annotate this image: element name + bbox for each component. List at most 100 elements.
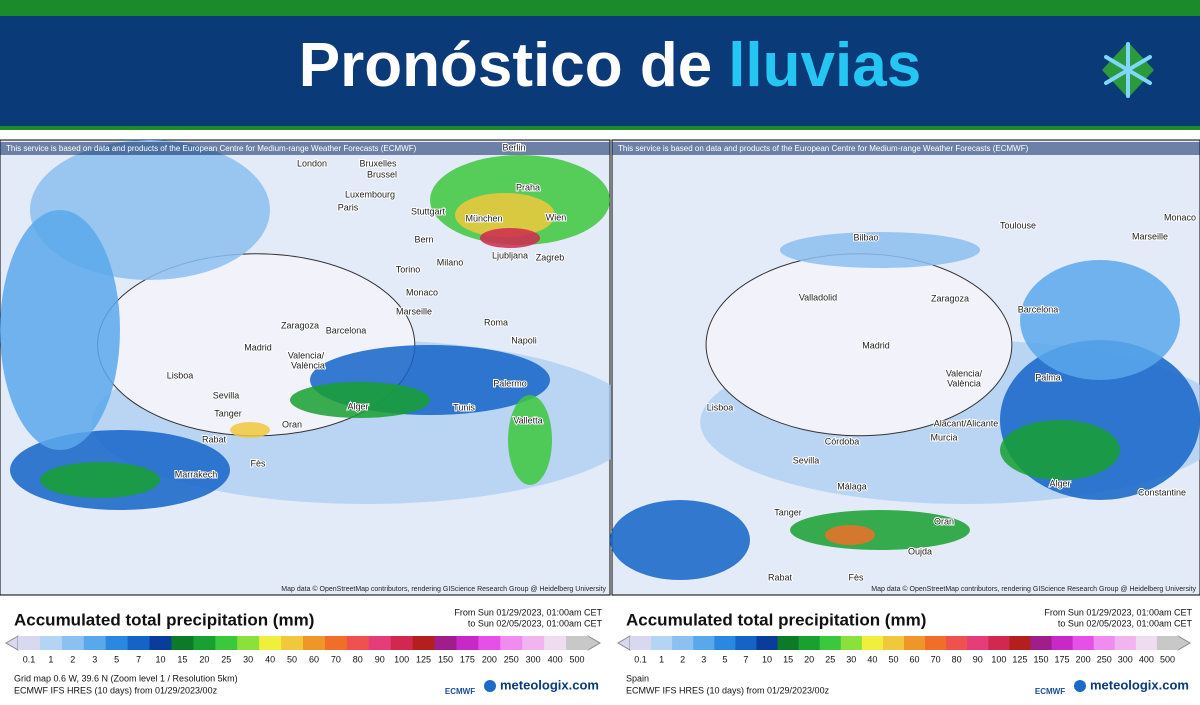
legend-label: 70: [931, 654, 941, 664]
footer-line: Grid map 0.6 W, 39.6 N (Zoom level 1 / R…: [14, 673, 238, 683]
legend-label: 200: [1076, 654, 1091, 664]
legend-label: 70: [331, 654, 341, 664]
map-panel: This service is based on data and produc…: [0, 139, 641, 696]
city-label: Barcelona: [1018, 304, 1059, 314]
precip-area: [780, 232, 980, 268]
legend-swatch: [1072, 636, 1095, 650]
legend-label: 1: [48, 654, 53, 664]
city-label: Lisboa: [707, 402, 734, 412]
legend-swatch: [522, 636, 545, 650]
precip-area: [455, 193, 555, 237]
logo-icon: [1102, 42, 1154, 98]
legend-swatch: [193, 636, 216, 650]
legend-swatch: [434, 636, 457, 650]
legend-label: 400: [1139, 654, 1154, 664]
legend-swatch: [259, 636, 282, 650]
legend-swatch: [215, 636, 238, 650]
legend-label: 100: [991, 654, 1006, 664]
legend-label: 30: [243, 654, 253, 664]
legend-swatch: [925, 636, 947, 650]
city-label: Toulouse: [1000, 220, 1036, 230]
legend-label: 10: [762, 654, 772, 664]
city-label: Málaga: [837, 481, 867, 491]
city-label: London: [297, 158, 327, 168]
legend-swatch: [1135, 636, 1158, 650]
city-label: Madrid: [862, 340, 890, 350]
legend-swatch: [967, 636, 989, 650]
legend-swatch: [861, 636, 884, 650]
legend-label: 250: [504, 654, 519, 664]
legend-label: 125: [1012, 654, 1027, 664]
city-label: Zagreb: [536, 252, 565, 262]
city-label: Oujda: [908, 546, 932, 556]
city-label: Valencia/: [288, 350, 325, 360]
legend-swatch: [346, 636, 370, 650]
city-label: Ljubljana: [492, 250, 528, 260]
city-label: Tanger: [214, 408, 242, 418]
legend-swatch: [127, 636, 151, 650]
legend-swatch: [149, 636, 172, 650]
legend-label: 100: [394, 654, 409, 664]
city-label: Constantine: [1138, 487, 1186, 497]
precip-area: [230, 422, 270, 438]
city-label: Bilbao: [853, 232, 878, 242]
legend-label: 300: [1118, 654, 1133, 664]
title-part2: lluvias: [728, 31, 921, 100]
title-part1: Pronóstico de: [299, 31, 712, 100]
city-label: Tunis: [453, 402, 475, 412]
legend-swatch: [798, 636, 821, 650]
city-label: Roma: [484, 317, 508, 327]
city-label: Brussel: [367, 169, 397, 179]
precip-area: [1020, 260, 1180, 380]
city-label: Tanger: [774, 507, 802, 517]
city-label: Marrakech: [175, 469, 218, 479]
legend-label: 3: [701, 654, 706, 664]
city-label: Praha: [516, 182, 540, 192]
legend-swatch: [281, 636, 304, 650]
city-label: Valencia/: [946, 368, 983, 378]
legend-swatch: [1093, 636, 1116, 650]
city-label: Zaragoza: [931, 293, 969, 303]
city-label: Fès: [250, 458, 266, 468]
map-credit: Map data © OpenStreetMap contributors, r…: [871, 585, 1196, 593]
legend-label: 200: [482, 654, 497, 664]
date-to: to Sun 02/05/2023, 01:00am CET: [1058, 618, 1193, 628]
precip-area: [825, 525, 875, 545]
date-from: From Sun 01/29/2023, 01:00am CET: [1044, 607, 1192, 617]
legend-label: 1: [659, 654, 664, 664]
logo-site: meteologix.com: [1090, 677, 1189, 692]
legend-label: 80: [353, 654, 363, 664]
legend-label: 175: [460, 654, 475, 664]
land-area: [705, 253, 1013, 437]
city-label: Monaco: [1164, 212, 1196, 222]
header-band: [0, 16, 1200, 126]
legend-label: 125: [416, 654, 431, 664]
precip-area: [0, 210, 120, 450]
legend-swatch: [756, 636, 779, 650]
precip-area: [480, 228, 540, 248]
legend-swatch: [303, 636, 326, 650]
legend-label: 40: [867, 654, 877, 664]
legend-label: 50: [287, 654, 297, 664]
city-label: Barcelona: [326, 325, 367, 335]
footer-line: ECMWF IFS HRES (10 days) from 01/29/2023…: [14, 685, 218, 695]
city-label: Marseille: [396, 306, 432, 316]
legend-swatch: [672, 636, 694, 650]
city-label: Napoli: [511, 335, 537, 345]
legend-label: 7: [743, 654, 748, 664]
attribution-bg: [0, 142, 610, 155]
legend-arrow-right: [587, 635, 601, 651]
city-label: Córdoba: [825, 436, 860, 446]
city-label: Milano: [437, 257, 464, 267]
legend-label: 500: [1160, 654, 1175, 664]
legend-swatch: [840, 636, 863, 650]
legend-swatch: [237, 636, 260, 650]
city-label: València: [291, 360, 325, 370]
legend-swatch: [478, 636, 501, 650]
legend-label: 30: [846, 654, 856, 664]
legend-swatch: [819, 636, 842, 650]
legend-label: 60: [910, 654, 920, 664]
city-label: Fès: [848, 572, 864, 582]
logo-dot: [1074, 680, 1086, 692]
